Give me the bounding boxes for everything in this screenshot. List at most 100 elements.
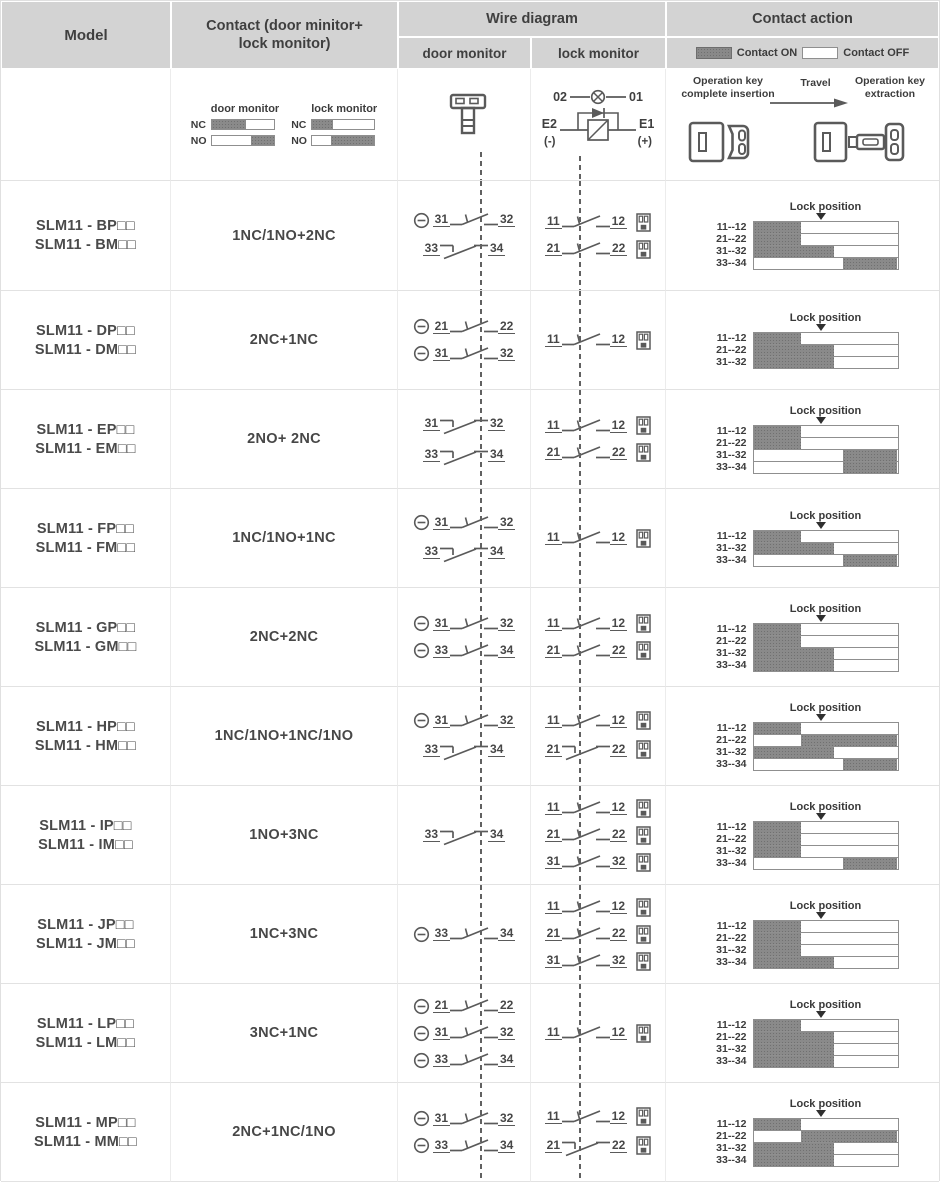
terminal-number: 12 [609, 615, 628, 631]
terminal-number: 22 [610, 642, 628, 658]
lock-monitor-wire-cell: 11 12 21 22 31 32 [531, 786, 666, 885]
lock-contact-11-12: 11 12 [544, 528, 651, 548]
bar-label: 31--32 [716, 245, 747, 258]
nc-contact-icon [450, 641, 498, 661]
door-contact-33-34: 33 34 [413, 641, 516, 661]
terminal-number: 31 [432, 712, 450, 728]
contact-on-segment [753, 425, 802, 437]
lock-position-marker-icon [816, 521, 827, 529]
model-name: SLM11 - GP□□ [35, 619, 136, 636]
contact-action-bar-row: 33--34 [703, 955, 903, 969]
no-label: NO [190, 134, 207, 147]
contact-action-bar-row: 11--12 [703, 919, 903, 933]
terminal-number: 32 [610, 953, 628, 968]
contact-action-cell: Lock position 11--12 21--22 31--32 33--34 [666, 786, 939, 885]
terminal-number: 11 [544, 214, 562, 229]
bar-label: 21--22 [716, 1129, 747, 1142]
bar-label: 31--32 [716, 1141, 747, 1154]
lock-position-label: Lock position [789, 404, 862, 417]
door-monitor-wire-cell: 31 32 33 34 [398, 489, 531, 588]
model-name: SLM11 - BM□□ [34, 237, 137, 253]
terminal-number: 31 [422, 415, 440, 431]
terminal-number: 21 [544, 827, 562, 842]
model-name: SLM11 - LP□□ [36, 1015, 135, 1032]
terminal-number: 11 [544, 332, 562, 347]
contact-on-segment [753, 530, 802, 542]
contact-on-segment [753, 746, 835, 758]
forced-opening-icon [413, 318, 433, 335]
column-header-wire-diagram: Wire diagram [398, 1, 666, 37]
model-cell: SLM11 - LP□□ SLM11 - LM□□ [1, 984, 171, 1083]
lock-contact-31-32: 31 32 [544, 951, 652, 971]
terminal-number: 22 [498, 998, 516, 1013]
model-cell: SLM11 - JP□□ SLM11 - JM□□ [1, 885, 171, 984]
explain-model-empty-cell [1, 69, 171, 181]
lock-position-marker-track [753, 614, 899, 623]
terminal-number: 11 [544, 712, 562, 728]
lock-position-marker-track [753, 911, 899, 920]
lock-contact-21-22: 21 22 [544, 443, 652, 463]
terminal-number: 32 [610, 854, 628, 869]
terminal-number: 12 [609, 332, 628, 347]
terminal-number: 33 [422, 543, 440, 559]
contact-action-bar-row: 11--12 [703, 622, 903, 636]
terminal-number: 31 [432, 514, 450, 530]
travel-bar [752, 355, 899, 369]
door-contact-31-32: 31 32 [413, 1109, 516, 1129]
travel-bar [752, 1054, 899, 1068]
model-name: SLM11 - EP□□ [36, 421, 135, 438]
lock-position-marker-track [753, 713, 899, 722]
bar-label: 33--34 [716, 856, 747, 869]
operation-key-icon [449, 91, 487, 137]
key-state-icons [672, 108, 933, 172]
no-contact-icon [440, 237, 488, 261]
door-contact-33-34: 33 34 [422, 237, 506, 261]
contact-action-bar-row: 33--34 [703, 757, 903, 771]
door-contact-31-32: 31 32 [413, 614, 516, 634]
solenoid-circuit: 02 01 E2 [542, 88, 654, 148]
lock-position-marker-icon [816, 323, 827, 331]
bar-label: 11--12 [716, 721, 747, 734]
terminal-number: 12 [609, 899, 628, 914]
lock-position-label: Lock position [789, 509, 862, 522]
forced-opening-icon [413, 998, 433, 1015]
solenoid-row: E2 E1 [542, 106, 654, 142]
lock-body-icon [636, 1136, 652, 1155]
model-cell: SLM11 - DP□□ SLM11 - DM□□ [1, 291, 171, 390]
contact-action-bar-row: 11--12 [703, 424, 903, 438]
key-inserted-icon [688, 120, 768, 164]
key-extraction-label: Operation key extraction [854, 75, 925, 100]
door-contact-33-34: 33 34 [422, 738, 506, 762]
contact-on-segment [753, 944, 802, 956]
nc-contact-icon [561, 798, 610, 818]
forced-opening-icon [413, 1110, 433, 1127]
contact-action-bar-row: 33--34 [703, 1054, 903, 1068]
door-contact-31-32: 31 32 [413, 344, 516, 364]
contact-config-cell: 2NC+1NC [171, 291, 398, 390]
door-contact-33-34: 33 34 [413, 1050, 516, 1070]
travel-bar [752, 955, 899, 969]
column-header-contact: Contact (door minitor+ lock monitor) [171, 1, 398, 69]
contact-on-segment [753, 437, 802, 449]
bar-label: 11--12 [716, 919, 747, 932]
bar-label: 31--32 [716, 745, 747, 758]
terminal-number: 21 [544, 444, 562, 460]
bar-label: 33--34 [716, 757, 747, 770]
contact-on-segment [753, 932, 802, 944]
contact-on-label: Contact ON [736, 47, 798, 59]
no-contact-icon [440, 823, 488, 847]
bar-label: 11--12 [716, 221, 747, 234]
terminal-number: 34 [498, 642, 516, 658]
lock-body-icon [636, 641, 652, 660]
nc-contact-icon [561, 1107, 610, 1127]
terminal-01: 01 [629, 89, 643, 104]
model-name: SLM11 - EM□□ [35, 440, 136, 457]
contact-action-explanation: Operation key complete insertion Travel … [666, 69, 939, 181]
travel-bar [752, 832, 899, 846]
model-cell: SLM11 - GP□□ SLM11 - GM□□ [1, 588, 171, 687]
bar-label: 31--32 [716, 943, 747, 956]
contact-action-bar-row: 33--34 [703, 460, 903, 474]
lock-position-label: Lock position [789, 201, 862, 213]
terminal-number: 34 [498, 926, 516, 941]
contact-on-segment [801, 734, 898, 746]
